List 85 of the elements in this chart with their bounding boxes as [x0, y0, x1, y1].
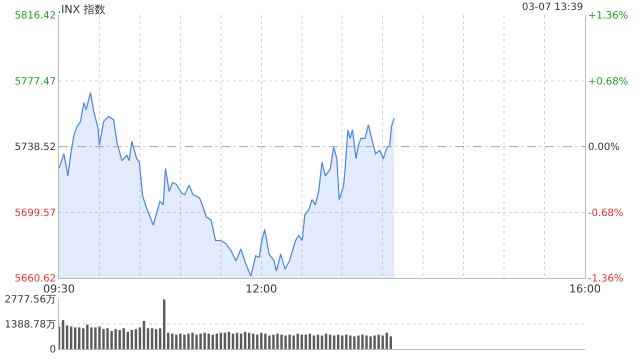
bar [203, 332, 206, 349]
bar [110, 330, 113, 349]
bar [162, 299, 166, 349]
bar [62, 320, 64, 349]
bar [122, 328, 125, 349]
bar [260, 332, 263, 349]
bar [134, 329, 138, 349]
bar [240, 334, 242, 349]
bar [114, 329, 117, 349]
bar [183, 334, 186, 349]
bar [288, 334, 291, 349]
y-tick-label: 5816.42 [14, 10, 56, 22]
bar [272, 334, 275, 349]
bar [94, 327, 97, 349]
y2-tick-label: -1.36% [588, 274, 624, 285]
bar [228, 332, 230, 349]
bar [212, 334, 214, 349]
bar [118, 330, 121, 349]
bar [341, 335, 344, 349]
bar [74, 327, 76, 349]
x-tick-label: 12:00 [245, 282, 278, 296]
bar [373, 335, 376, 349]
bar [244, 332, 246, 349]
bar [381, 335, 384, 349]
bar [199, 334, 202, 349]
chart-title: .INX 指数 [58, 2, 106, 16]
y-tick-label: 5699.57 [14, 208, 56, 219]
bar [345, 334, 348, 349]
bar [175, 334, 178, 349]
bar [171, 334, 174, 349]
bar [252, 334, 254, 349]
bar [353, 336, 356, 349]
bar [150, 328, 154, 349]
y2-tick-label: 0.00% [588, 142, 620, 154]
bar [70, 326, 72, 349]
text: 03-07 13:39 [522, 2, 584, 13]
bar [264, 334, 267, 349]
bar [357, 335, 360, 349]
y-tick-label: 0 [50, 344, 56, 356]
bar [292, 335, 295, 349]
y-tick-label: 5738.52 [14, 142, 56, 154]
y2-tick-label: -0.68% [588, 208, 624, 219]
bar [386, 332, 388, 349]
bar [280, 334, 283, 349]
y-tick-label: 1388.78万 [4, 319, 56, 330]
bar [220, 332, 222, 349]
bar [195, 334, 198, 349]
bar [300, 334, 303, 349]
bar [390, 336, 392, 349]
bar [377, 334, 380, 349]
bar [268, 335, 271, 349]
y-tick-label: 5660.62 [14, 274, 56, 285]
y-tick-label: 2777.56万 [4, 294, 56, 306]
bar [349, 335, 352, 349]
bar [126, 332, 129, 349]
bar [308, 334, 312, 349]
y2-tick-label: +0.68% [588, 76, 628, 88]
x-tick-label: 09:30 [43, 282, 75, 296]
x-tick-label: 16:00 [569, 282, 601, 296]
bar [248, 332, 250, 349]
bar [154, 329, 158, 349]
bar [82, 328, 84, 349]
bar [304, 334, 308, 349]
bar [369, 336, 372, 349]
bar [336, 334, 340, 349]
bar [90, 327, 93, 349]
bar [138, 327, 142, 349]
bar [332, 335, 336, 349]
bar [328, 334, 332, 349]
bar [179, 334, 182, 349]
bar [284, 335, 287, 349]
bar [312, 335, 316, 349]
bar [256, 334, 258, 349]
bar [106, 328, 109, 349]
bar [86, 324, 89, 349]
bar [130, 330, 134, 349]
bar [207, 334, 210, 349]
bar [224, 332, 226, 349]
bar [216, 334, 218, 349]
y2-tick-label: +1.36% [588, 10, 628, 22]
bar [316, 334, 320, 349]
bar [324, 334, 328, 349]
bar [78, 327, 80, 349]
y-tick-label: 5777.47 [14, 76, 56, 88]
bar [296, 334, 299, 349]
